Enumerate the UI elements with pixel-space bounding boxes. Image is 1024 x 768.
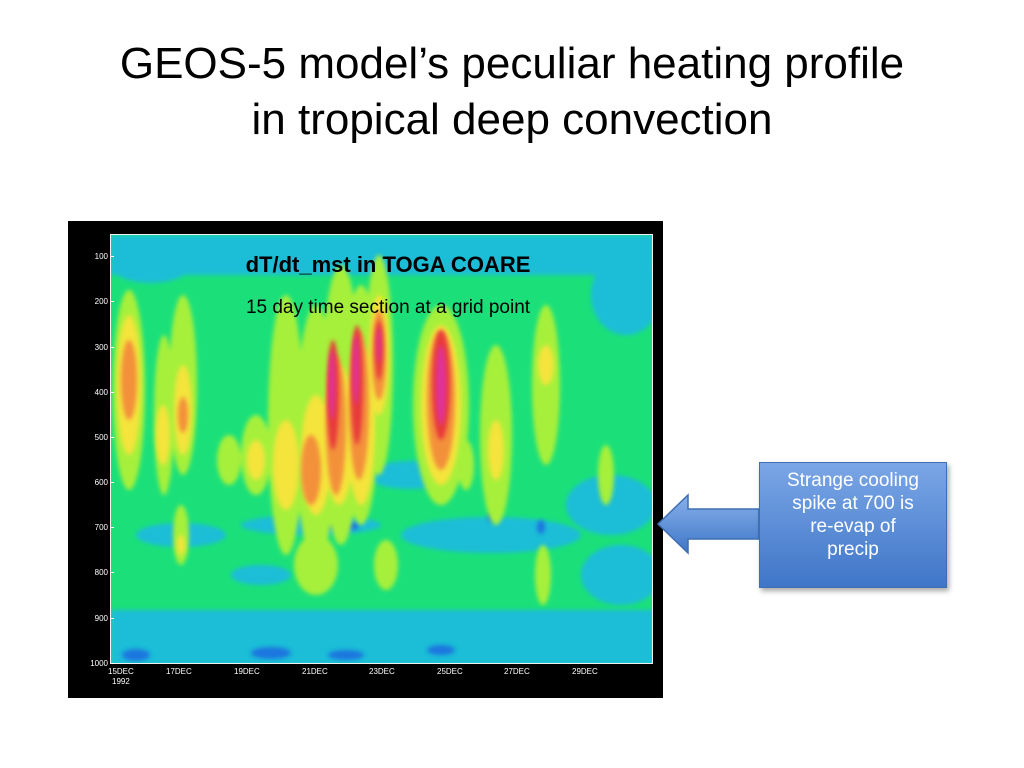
- y-tick-label: 1000: [68, 659, 114, 669]
- x-tick-label: 21DEC: [302, 667, 328, 676]
- slide-title-line-1: GEOS-5 model’s peculiar heating profile: [119, 39, 905, 88]
- y-tick-label: 900: [68, 614, 114, 624]
- contour-graphic: [111, 235, 652, 663]
- callout-line: Strange cooling: [786, 470, 920, 491]
- x-tick-label: 17DEC: [166, 667, 192, 676]
- annotation-callout: Strange cooling spike at 700 is re-evap …: [759, 462, 947, 588]
- y-tick-label: 100: [68, 252, 114, 262]
- slide-title-line-2: in tropical deep convection: [251, 95, 773, 144]
- x-tick-label: 19DEC: [234, 667, 260, 676]
- left-arrow-icon: [656, 493, 760, 555]
- figure-subtitle: 15 day time section at a grid point: [245, 297, 531, 318]
- y-tick-label: 500: [68, 433, 114, 443]
- x-tick-label: 15DEC: [108, 667, 134, 676]
- y-tick-label: 200: [68, 297, 114, 307]
- callout-line: re-evap of: [810, 516, 896, 537]
- x-tick-label: 29DEC: [572, 667, 598, 676]
- slide-title: GEOS-5 model’s peculiar heating profile …: [0, 36, 1024, 148]
- y-tick-label: 400: [68, 388, 114, 398]
- figure-title: dT/dt_mst in TOGA COARE: [245, 252, 531, 277]
- y-tick-label: 700: [68, 523, 114, 533]
- callout-line: precip: [827, 539, 879, 560]
- y-tick-label: 800: [68, 568, 114, 578]
- x-axis-year: 1992: [112, 677, 130, 686]
- y-tick-label: 600: [68, 478, 114, 488]
- x-tick-label: 27DEC: [504, 667, 530, 676]
- heating-contour-plot: [110, 234, 653, 664]
- time-section-figure: 100 200 300 400 500 600 700 800 900 1000…: [68, 221, 663, 698]
- x-tick-label: 25DEC: [437, 667, 463, 676]
- callout-line: spike at 700 is: [792, 493, 914, 514]
- y-tick-label: 300: [68, 343, 114, 353]
- x-tick-label: 23DEC: [369, 667, 395, 676]
